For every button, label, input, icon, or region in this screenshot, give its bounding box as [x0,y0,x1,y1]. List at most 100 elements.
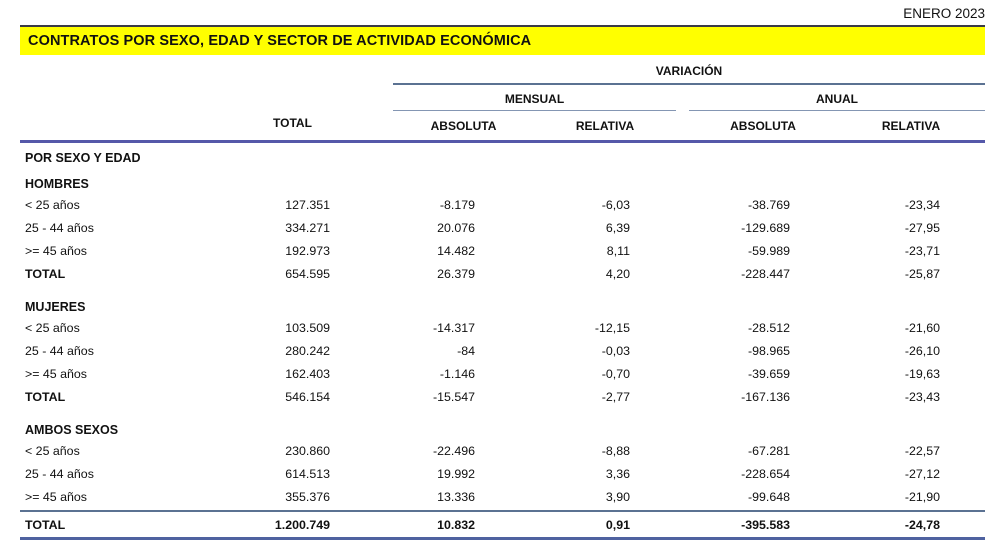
report-date: ENERO 2023 [903,6,985,21]
cell-anual-absoluta: -38.769 [747,197,790,212]
cell-total: 355.376 [285,489,330,504]
cell-mensual-absoluta: 10.832 [437,517,475,532]
cell-mensual-relativa: -2,77 [601,389,630,404]
group-name-ambos-sexos: AMBOS SEXOS [25,423,119,437]
cell-anual-relativa: -22,57 [904,443,940,458]
cell-total: 127.351 [285,197,330,212]
cell-total: 280.242 [285,343,330,358]
row-label: 25 - 44 años [25,343,94,358]
cell-anual-relativa: -21,60 [904,320,940,335]
cell-anual-absoluta: -39.659 [747,366,790,381]
table-row: < 25 años 230.860 -22.496 -8,88 -67.281 … [20,439,985,462]
header-anual-absoluta: ABSOLUTA [730,119,796,133]
cell-mensual-relativa: -0,03 [601,343,630,358]
cell-mensual-relativa: 3,90 [605,489,630,504]
cell-mensual-absoluta: -15.547 [432,389,475,404]
row-label: >= 45 años [25,366,88,381]
cell-mensual-absoluta: -14.317 [432,320,475,335]
cell-anual-absoluta: -28.512 [747,320,790,335]
group-total-row: TOTAL 654.595 26.379 4,20 -228.447 -25,8… [20,262,985,285]
cell-anual-relativa: -19,63 [904,366,940,381]
table-row: 25 - 44 años 614.513 19.992 3,36 -228.65… [20,462,985,485]
cell-mensual-relativa: 4,20 [605,266,630,281]
section-title: POR SEXO Y EDAD [25,151,141,165]
row-label: < 25 años [25,443,80,458]
row-label: TOTAL [25,517,66,532]
cell-anual-relativa: -23,34 [904,197,940,212]
cell-mensual-relativa: -6,03 [601,197,630,212]
row-label: < 25 años [25,320,80,335]
cell-mensual-relativa: 6,39 [605,220,630,235]
header-anual-relativa: RELATIVA [881,119,941,133]
header-bottom-rule [20,140,985,143]
cell-mensual-absoluta: -22.496 [432,443,475,458]
cell-total: 654.595 [285,266,330,281]
cell-total: 103.509 [285,320,330,335]
cell-total: 1.200.749 [274,517,330,532]
cell-anual-relativa: -27,12 [904,466,940,481]
cell-anual-absoluta: -228.654 [741,466,790,481]
table-row: 25 - 44 años 280.242 -84 -0,03 -98.965 -… [20,339,985,362]
row-label: 25 - 44 años [25,220,94,235]
cell-anual-absoluta: -129.689 [741,220,790,235]
row-label: < 25 años [25,197,80,212]
cell-anual-absoluta: -99.648 [747,489,790,504]
table-row: < 25 años 103.509 -14.317 -12,15 -28.512… [20,316,985,339]
cell-mensual-absoluta: -1.146 [439,366,475,381]
cell-anual-relativa: -21,90 [904,489,940,504]
cell-mensual-absoluta: 13.336 [437,489,475,504]
cell-total: 162.403 [285,366,330,381]
cell-total: 230.860 [285,443,330,458]
cell-anual-absoluta: -395.583 [741,517,790,532]
group-mujeres: MUJERES < 25 años 103.509 -14.317 -12,15… [20,300,985,408]
header-anual: ANUAL [689,92,985,111]
cell-anual-relativa: -26,10 [904,343,940,358]
cell-mensual-relativa: -8,88 [601,443,630,458]
row-label: TOTAL [25,266,66,281]
cell-anual-absoluta: -228.447 [741,266,790,281]
table-row: >= 45 años 162.403 -1.146 -0,70 -39.659 … [20,362,985,385]
cell-anual-relativa: -24,78 [904,517,940,532]
header-mensual-relativa: RELATIVA [575,119,635,133]
row-label: >= 45 años [25,243,88,258]
header-variacion: VARIACIÓN [393,64,985,85]
table-row: < 25 años 127.351 -8.179 -6,03 -38.769 -… [20,193,985,216]
table-header: VARIACIÓN MENSUAL ANUAL TOTAL ABSOLUTA R… [20,64,985,143]
cell-anual-absoluta: -98.965 [747,343,790,358]
cell-mensual-absoluta: 19.992 [437,466,475,481]
group-name-hombres: HOMBRES [25,177,89,191]
report-title: CONTRATOS POR SEXO, EDAD Y SECTOR DE ACT… [28,33,532,49]
cell-mensual-relativa: 3,36 [605,466,630,481]
table-row: >= 45 años 355.376 13.336 3,90 -99.648 -… [20,485,985,508]
report-page: ENERO 2023 CONTRATOS POR SEXO, EDAD Y SE… [20,0,985,540]
cell-mensual-absoluta: 26.379 [437,266,475,281]
grand-total-row: TOTAL 1.200.749 10.832 0,91 -395.583 -24… [20,512,985,537]
cell-anual-relativa: -23,71 [904,243,940,258]
cell-mensual-relativa: 8,11 [606,243,630,258]
row-label: TOTAL [25,389,66,404]
group-name-mujeres: MUJERES [25,300,86,314]
cell-total: 614.513 [285,466,330,481]
row-label: >= 45 años [25,489,88,504]
report-title-band: CONTRATOS POR SEXO, EDAD Y SECTOR DE ACT… [20,25,985,55]
cell-mensual-absoluta: 20.076 [437,220,475,235]
row-label: 25 - 44 años [25,466,94,481]
table-row: >= 45 años 192.973 14.482 8,11 -59.989 -… [20,239,985,262]
cell-anual-absoluta: -59.989 [747,243,790,258]
cell-mensual-absoluta: -84 [457,343,475,358]
cell-mensual-relativa: -0,70 [601,366,630,381]
cell-mensual-relativa: 0,91 [605,517,630,532]
cell-mensual-relativa: -12,15 [594,320,630,335]
cell-total: 546.154 [285,389,330,404]
cell-total: 192.973 [285,243,330,258]
header-mensual-absoluta: ABSOLUTA [430,119,497,133]
cell-mensual-absoluta: -8.179 [439,197,475,212]
cell-anual-relativa: -23,43 [904,389,940,404]
header-mensual: MENSUAL [393,92,676,111]
table-row: 25 - 44 años 334.271 20.076 6,39 -129.68… [20,216,985,239]
grand-total-section: TOTAL 1.200.749 10.832 0,91 -395.583 -24… [20,510,985,540]
header-total: TOTAL [273,116,312,130]
cell-anual-relativa: -25,87 [904,266,940,281]
cell-anual-relativa: -27,95 [904,220,940,235]
cell-mensual-absoluta: 14.482 [437,243,475,258]
